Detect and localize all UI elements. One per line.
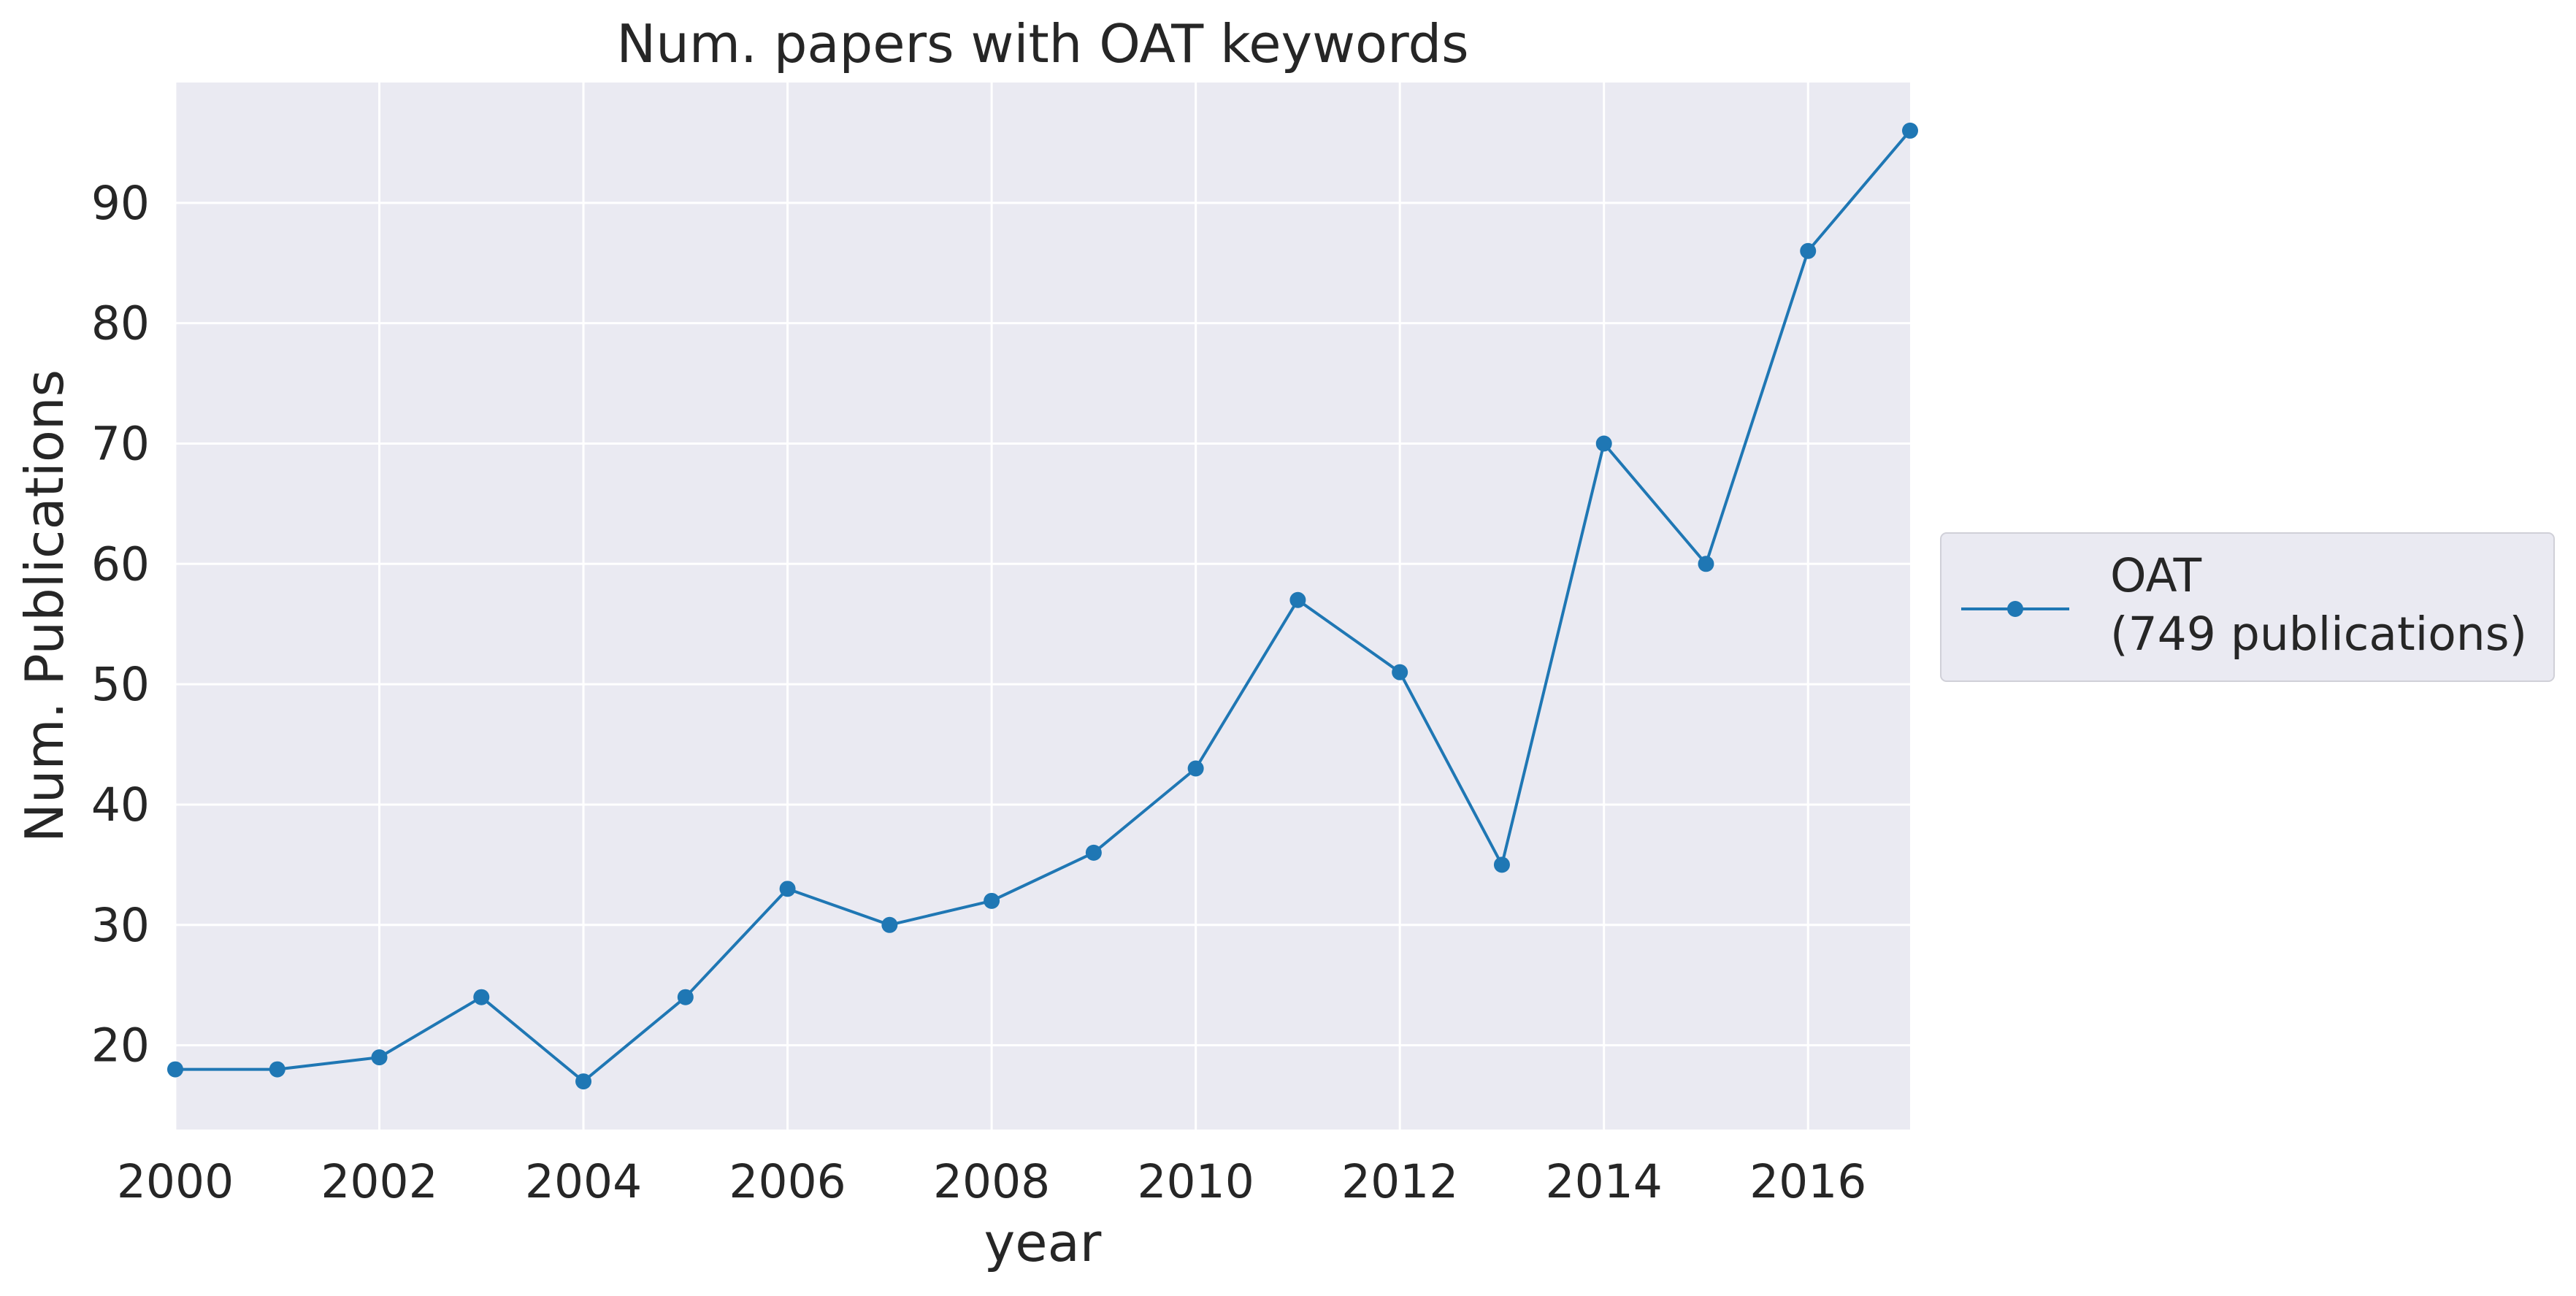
data-point — [1392, 664, 1408, 680]
data-point — [984, 892, 1000, 909]
x-tick-label: 2010 — [1137, 1155, 1254, 1208]
y-tick-labels: 20 30 40 50 60 70 80 90 — [91, 177, 150, 1073]
series-markers — [167, 122, 1918, 1090]
data-point — [779, 881, 796, 897]
x-tick-label: 2014 — [1546, 1155, 1663, 1208]
x-tick-label: 2016 — [1749, 1155, 1866, 1208]
grid — [174, 83, 1910, 1130]
data-point — [1902, 122, 1918, 139]
data-point — [1187, 760, 1204, 777]
y-tick-label: 60 — [91, 537, 150, 591]
data-point — [1800, 242, 1817, 259]
legend-marker-sample — [2007, 601, 2023, 617]
data-point — [1698, 556, 1714, 572]
y-tick-label: 40 — [91, 778, 150, 832]
chart-title: Num. papers with OAT keywords — [616, 13, 1468, 74]
y-tick-label: 30 — [91, 899, 150, 952]
data-point — [1595, 435, 1612, 452]
legend-series-count: (749 publications) — [2110, 607, 2527, 661]
y-tick-label: 70 — [91, 417, 150, 470]
data-point — [677, 989, 694, 1005]
x-tick-label: 2008 — [933, 1155, 1050, 1208]
data-point — [1289, 591, 1306, 608]
data-point — [575, 1073, 592, 1090]
data-point — [1085, 844, 1102, 861]
legend-frame — [1940, 532, 2555, 682]
data-point — [881, 916, 898, 933]
x-axis-label: year — [984, 1212, 1102, 1273]
series-lines — [175, 129, 1912, 1084]
y-tick-label: 80 — [91, 297, 150, 350]
x-tick-label: 2012 — [1341, 1155, 1458, 1208]
x-tick-labels: 2000 2002 2004 2006 2008 2010 2012 2014 2016 — [117, 1155, 1867, 1208]
y-axis-label: Num. Publications — [14, 369, 75, 843]
data-point — [1493, 856, 1510, 873]
y-tick-label: 50 — [91, 658, 150, 711]
x-tick-label: 2006 — [729, 1155, 846, 1208]
x-tick-label: 2002 — [321, 1155, 437, 1208]
x-tick-label: 2004 — [525, 1155, 642, 1208]
data-point — [473, 989, 490, 1005]
y-tick-label: 20 — [91, 1019, 150, 1073]
y-tick-label: 90 — [91, 177, 150, 230]
legend: OAT (749 publications) — [1940, 532, 2555, 682]
data-point — [167, 1061, 183, 1078]
data-point — [371, 1049, 388, 1066]
data-point — [269, 1061, 285, 1078]
plot-area — [175, 83, 1910, 1130]
legend-series-name: OAT — [2110, 549, 2202, 602]
series-line — [175, 129, 1912, 1084]
x-tick-label: 2000 — [117, 1155, 234, 1208]
